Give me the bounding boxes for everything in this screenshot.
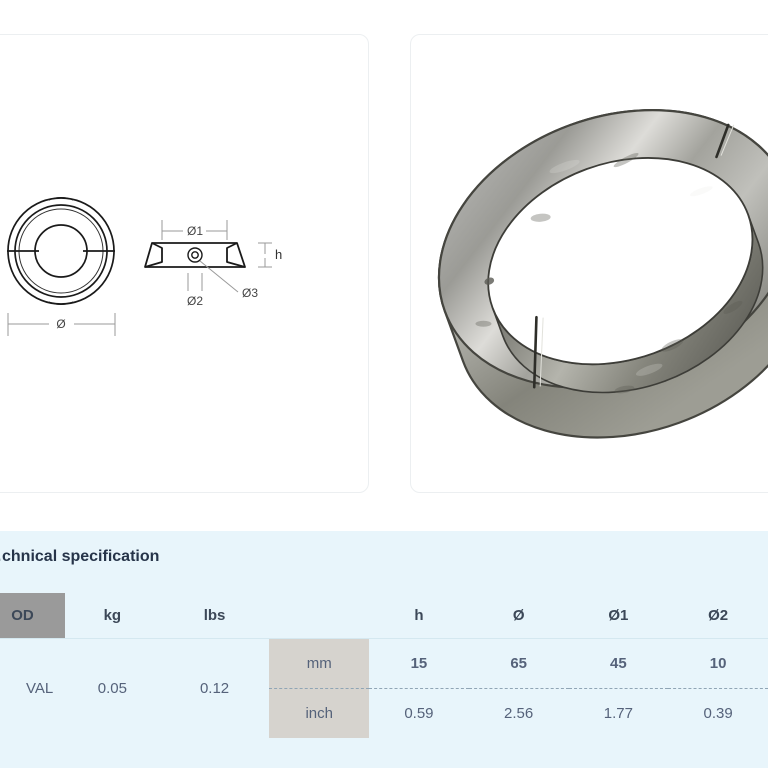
svg-text:Ø1: Ø1 (187, 224, 203, 238)
svg-text:Ø3: Ø3 (242, 286, 258, 300)
svg-text:Ø: Ø (56, 317, 65, 331)
svg-text:h: h (275, 247, 282, 262)
svg-text:Ø2: Ø2 (187, 294, 203, 308)
